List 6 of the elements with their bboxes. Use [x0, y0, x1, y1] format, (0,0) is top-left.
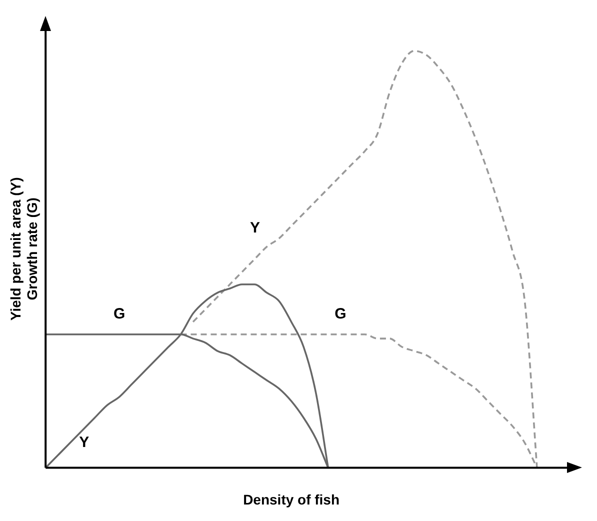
series-label: Y [79, 434, 90, 451]
x-axis-title: Density of fish [243, 491, 340, 508]
series-label: Y [250, 220, 260, 237]
y-axis-title: Yield per unit area (Y) Growth rate (G) [7, 177, 40, 321]
series-label: G [113, 306, 126, 323]
series-label: G [334, 306, 346, 323]
